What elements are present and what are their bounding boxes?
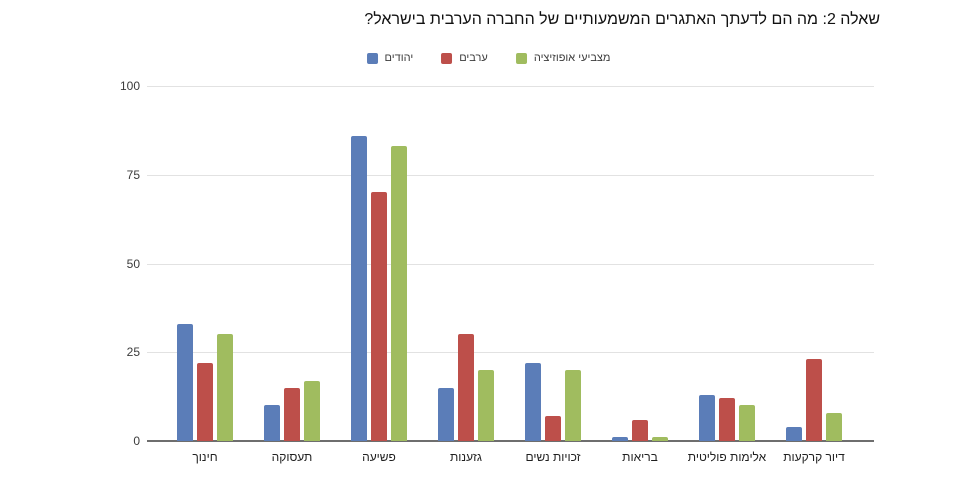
legend-label: ערבים bbox=[459, 52, 488, 64]
y-axis-tick-label: 100 bbox=[119, 79, 140, 93]
x-axis-label: תעסוקה bbox=[271, 450, 313, 464]
bar[interactable] bbox=[612, 437, 628, 441]
bar-group bbox=[177, 324, 233, 441]
bar[interactable] bbox=[806, 359, 822, 441]
x-axis-label: חינוך bbox=[192, 450, 218, 464]
bar[interactable] bbox=[371, 192, 387, 441]
bar[interactable] bbox=[197, 363, 213, 441]
y-axis-tick-label: 0 bbox=[133, 434, 140, 448]
bar[interactable] bbox=[699, 395, 715, 441]
legend-label: יהודים bbox=[384, 52, 414, 64]
legend: יהודים ערבים מצביעי אופוזיציה bbox=[366, 52, 611, 64]
bar[interactable] bbox=[565, 370, 581, 441]
legend-swatch-green-icon bbox=[515, 52, 527, 64]
bar[interactable] bbox=[177, 324, 193, 441]
bar-group bbox=[699, 395, 755, 441]
bar-group bbox=[438, 334, 494, 441]
bar[interactable] bbox=[264, 405, 280, 441]
x-axis-line bbox=[147, 440, 874, 442]
legend-item-yehudim[interactable]: יהודים bbox=[366, 52, 414, 64]
legend-label: מצביעי אופוזיציה bbox=[533, 52, 611, 64]
bar[interactable] bbox=[525, 363, 541, 441]
legend-item-aravim[interactable]: ערבים bbox=[441, 52, 488, 64]
gridline bbox=[147, 263, 874, 265]
y-axis-tick-label: 75 bbox=[126, 167, 140, 182]
x-axis-label: זכויות נשים bbox=[525, 450, 581, 464]
gridline bbox=[147, 352, 874, 354]
bar[interactable] bbox=[351, 136, 367, 441]
bar-group bbox=[786, 359, 842, 441]
legend-swatch-red-icon bbox=[441, 52, 453, 64]
y-axis-tick-label: 25 bbox=[126, 345, 140, 360]
bar[interactable] bbox=[438, 388, 454, 441]
x-axis-label: פשיעה bbox=[362, 450, 396, 464]
bar[interactable] bbox=[304, 381, 320, 441]
bar[interactable] bbox=[284, 388, 300, 441]
y-axis-tick-label: 50 bbox=[126, 256, 140, 271]
chart-title: שאלה 2: מה הם לדעתך האתגרים המשמעותיים ש… bbox=[364, 11, 880, 28]
bar[interactable] bbox=[391, 146, 407, 441]
bar[interactable] bbox=[719, 398, 735, 441]
bar-group bbox=[525, 363, 581, 441]
bar[interactable] bbox=[826, 413, 842, 441]
gridline bbox=[147, 86, 874, 87]
bar[interactable] bbox=[478, 370, 494, 441]
legend-swatch-blue-icon bbox=[366, 52, 378, 64]
bar[interactable] bbox=[632, 420, 648, 441]
x-axis-label: בריאות bbox=[622, 450, 658, 464]
x-axis-label: גזענות bbox=[449, 450, 482, 464]
bar-group bbox=[612, 420, 668, 441]
bar[interactable] bbox=[458, 334, 474, 441]
gridline bbox=[147, 174, 874, 176]
bar[interactable] bbox=[786, 427, 802, 441]
bar[interactable] bbox=[217, 334, 233, 441]
bar[interactable] bbox=[652, 437, 668, 441]
x-axis-label: דיור קרקעות bbox=[783, 450, 845, 464]
bar[interactable] bbox=[739, 405, 755, 441]
bar-group bbox=[264, 381, 320, 441]
bar[interactable] bbox=[545, 416, 561, 441]
legend-item-opposition[interactable]: מצביעי אופוזיציה bbox=[515, 52, 611, 64]
x-axis-label: אלימות פוליטית bbox=[687, 450, 767, 464]
bar-group bbox=[351, 136, 407, 441]
